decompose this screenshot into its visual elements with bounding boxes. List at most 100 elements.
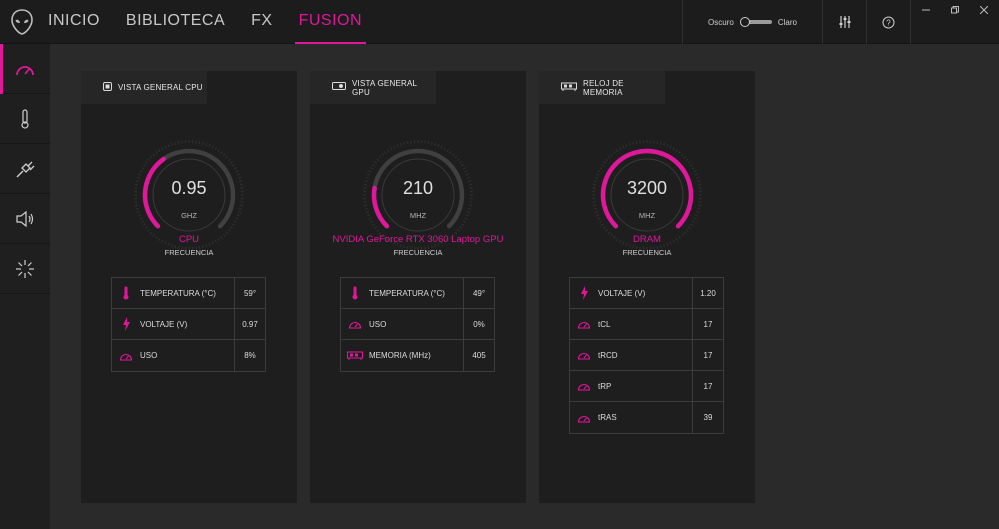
stat-row: MEMORIA (MHz) 405 (341, 340, 494, 371)
help-button[interactable]: ? (866, 0, 910, 44)
gauge-icon (570, 309, 598, 339)
bolt-icon (570, 278, 598, 308)
card-tab[interactable]: VISTA GENERAL CPU (81, 71, 207, 104)
theme-switch: Oscuro Claro (682, 0, 822, 44)
gauge-ticks (363, 140, 473, 250)
gauge-value: 0.95 (171, 178, 207, 198)
gauge-icon (570, 371, 598, 401)
close-icon (980, 6, 988, 14)
stat-label: USO (140, 340, 235, 371)
main-nav: INICIO BIBLIOTECA FX FUSION (48, 0, 392, 44)
stat-label: VOLTAJE (V) (598, 278, 693, 308)
stat-row: TEMPERATURA (°C) 49° (341, 278, 494, 309)
close-button[interactable] (969, 0, 999, 20)
gauge-value: 3200 (626, 178, 668, 198)
card-title: VISTA GENERAL GPU (352, 78, 417, 97)
theme-dark-label: Oscuro (708, 17, 734, 27)
stat-value: 1.20 (700, 288, 716, 298)
sidebar-item-audio[interactable] (0, 194, 50, 244)
card-cpu: VISTA GENERAL CPU 0.95 GHZ CPU FRECUENCI… (81, 71, 297, 503)
stat-label: USO (369, 309, 464, 339)
gauge-icon (570, 402, 598, 433)
stats-table: TEMPERATURA (°C) 49° USO 0% MEMORIA (MHz… (340, 277, 495, 372)
stat-label: tRCD (598, 340, 693, 370)
stat-row: VOLTAJE (V) 0.97 (112, 309, 265, 340)
memory-icon (341, 340, 369, 371)
gauge-inner-ring (610, 158, 684, 232)
card-tab[interactable]: RELOJ DE MEMORIA (539, 71, 665, 104)
thermometer-icon (21, 108, 29, 129)
gauge-fill (600, 148, 694, 229)
window-controls (910, 0, 999, 44)
gauge-caption: FRECUENCIA (622, 248, 672, 257)
stat-value: 59° (243, 288, 257, 298)
sidebar-item-lighting[interactable] (0, 244, 50, 294)
bolt-icon (112, 309, 140, 339)
settings-button[interactable] (822, 0, 866, 44)
thermometer-icon (112, 278, 140, 308)
stat-value: 17 (703, 350, 713, 360)
stat-label: TEMPERATURA (°C) (369, 278, 464, 308)
stat-value: 17 (703, 319, 713, 329)
alien-logo-icon[interactable] (10, 9, 34, 35)
nav-biblioteca[interactable]: BIBLIOTECA (125, 12, 226, 29)
theme-light-label: Claro (777, 17, 797, 27)
stat-label: tRAS (598, 402, 693, 433)
restore-button[interactable] (940, 0, 970, 20)
frequency-gauge (363, 140, 473, 250)
stat-row: tRCD 17 (570, 340, 723, 371)
gauge-ticks (134, 140, 244, 250)
frequency-gauge (134, 140, 244, 250)
memory-icon (561, 82, 583, 94)
frequency-gauge (592, 140, 702, 250)
gauge-value: 210 (402, 178, 434, 198)
card-gpu: VISTA GENERAL GPU 210 MHZ NVIDIA GeForce… (310, 71, 526, 503)
gauge-icon (16, 65, 34, 75)
stat-value: 39 (703, 413, 713, 422)
sidebar-item-thermal[interactable] (0, 94, 50, 144)
help-icon: ? (882, 16, 895, 28)
stats-table: TEMPERATURA (°C) 59° VOLTAJE (V) 0.97 US… (111, 277, 266, 372)
gauge-fill (371, 185, 390, 229)
power-plug-icon (16, 161, 35, 177)
stat-row: tCL 17 (570, 309, 723, 340)
nav-fx[interactable]: FX (251, 12, 273, 29)
gauge-inner-ring (381, 158, 455, 232)
nav-inicio[interactable]: INICIO (48, 12, 100, 29)
card-title: VISTA GENERAL CPU (118, 83, 203, 92)
device-name: DRAM (633, 234, 661, 245)
gauge-caption: FRECUENCIA (393, 248, 443, 257)
stat-value: 405 (472, 351, 486, 360)
stat-value: 0.97 (242, 319, 258, 329)
stat-value: 0% (473, 319, 485, 329)
minimize-icon (922, 9, 930, 11)
sidebar-item-performance[interactable] (0, 44, 50, 94)
stats-table: VOLTAJE (V) 1.20 tCL 17 tRCD 17 tRP 17 t… (569, 277, 724, 434)
card-tab[interactable]: VISTA GENERAL GPU (310, 71, 436, 104)
stat-label: TEMPERATURA (°C) (140, 278, 235, 308)
gauge-caption: FRECUENCIA (164, 248, 214, 257)
chip-icon (103, 82, 118, 93)
stat-row: tRAS 39 (570, 402, 723, 433)
stat-label: tCL (598, 309, 693, 339)
sidebar-item-power[interactable] (0, 144, 50, 194)
gauge-unit: MHZ (409, 211, 427, 220)
nav-fusion[interactable]: FUSION (294, 0, 367, 44)
gauge-icon (112, 340, 140, 371)
gauge-unit: MHZ (638, 211, 656, 220)
device-name: CPU (178, 234, 200, 245)
gpu-card-icon (332, 82, 352, 93)
card-title: RELOJ DE MEMORIA (583, 78, 624, 97)
stat-value: 17 (703, 381, 713, 391)
minimize-button[interactable] (911, 0, 941, 20)
sidebar (0, 44, 50, 529)
stat-row: USO 8% (112, 340, 265, 371)
stat-row: USO 0% (341, 309, 494, 340)
theme-toggle[interactable] (739, 17, 772, 27)
stat-label: VOLTAJE (V) (140, 309, 235, 339)
device-name: NVIDIA GeForce RTX 3060 Laptop GPU (332, 234, 504, 245)
gauge-inner-ring (152, 158, 226, 232)
restore-icon (951, 6, 959, 14)
thermometer-icon (341, 278, 369, 308)
stat-row: VOLTAJE (V) 1.20 (570, 278, 723, 309)
